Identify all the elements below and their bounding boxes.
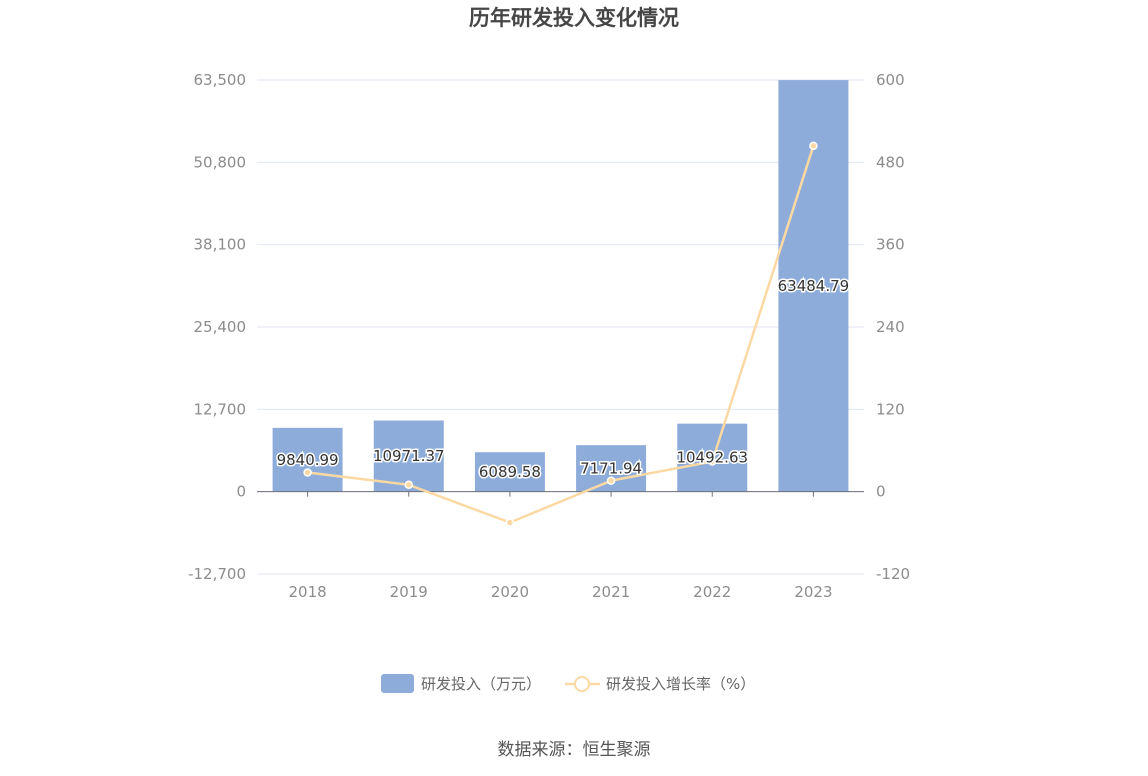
bar-value-label: 9840.99	[277, 451, 339, 469]
legend[interactable]: 研发投入（万元） 研发投入增长率（%）	[381, 674, 755, 693]
left-y-tick-label: 38,100	[194, 236, 247, 254]
line-series	[303, 141, 818, 527]
bar	[272, 427, 343, 492]
right-y-tick-label: 480	[876, 153, 905, 171]
left-y-axis-ticks: 63,500 50,800 38,100 25,400 12,700 0 -12,700	[188, 71, 246, 583]
bar-data-labels: 9840.99 10971.37 6089.58 7171.94 10492.63 634…	[275, 275, 851, 482]
left-y-tick-label: 50,800	[194, 153, 247, 171]
right-y-tick-label: 0	[876, 483, 886, 501]
line-point	[404, 480, 413, 490]
right-y-tick-label: 360	[876, 236, 905, 254]
left-y-tick-label: 25,400	[194, 318, 247, 336]
left-y-tick-label: 63,500	[194, 71, 247, 89]
right-y-tick-label: 600	[876, 71, 905, 89]
bar-value-label: 10971.37	[373, 447, 445, 465]
bar	[474, 452, 545, 492]
bar-value-label: 7171.94	[580, 459, 642, 477]
bar-value-label: 10492.63	[676, 449, 748, 467]
left-y-tick-label: 0	[236, 483, 246, 501]
chart-title: 历年研发投入变化情况	[469, 6, 679, 30]
legend-bar-swatch	[381, 674, 414, 693]
growth-line	[307, 145, 815, 524]
data-source: 数据来源：恒生聚源	[498, 740, 651, 760]
bar-series	[272, 80, 849, 492]
x-tick-label: 2019	[390, 583, 428, 601]
x-axis	[257, 491, 864, 497]
x-tick-label: 2020	[491, 583, 529, 601]
grid-lines	[257, 79, 864, 575]
legend-line-label[interactable]: 研发投入增长率（%）	[606, 675, 755, 693]
line-point	[809, 141, 818, 151]
x-tick-label: 2022	[693, 583, 731, 601]
right-y-tick-label: -120	[876, 565, 910, 583]
bar-value-label: 6089.58	[479, 463, 541, 481]
right-y-tick-label: 240	[876, 318, 905, 336]
line-point	[505, 518, 515, 527]
right-y-tick-label: 120	[876, 400, 905, 418]
x-tick-label: 2021	[592, 583, 630, 601]
bar	[373, 420, 444, 492]
x-tick-label: 2018	[288, 583, 326, 601]
line-point	[303, 468, 312, 477]
left-y-tick-label: -12,700	[188, 565, 246, 583]
legend-line-marker	[574, 676, 590, 692]
legend-bar-label[interactable]: 研发投入（万元）	[421, 675, 541, 693]
left-y-tick-label: 12,700	[194, 400, 247, 418]
x-axis-ticks: 2018 2019 2020 2021 2022 2023	[288, 583, 832, 601]
x-tick-label: 2023	[794, 583, 832, 601]
line-point	[708, 457, 717, 466]
right-y-axis-ticks: 600 480 360 240 120 0 -120	[876, 71, 910, 583]
bar-value-label: 63484.79	[778, 277, 850, 295]
line-point	[606, 476, 616, 485]
